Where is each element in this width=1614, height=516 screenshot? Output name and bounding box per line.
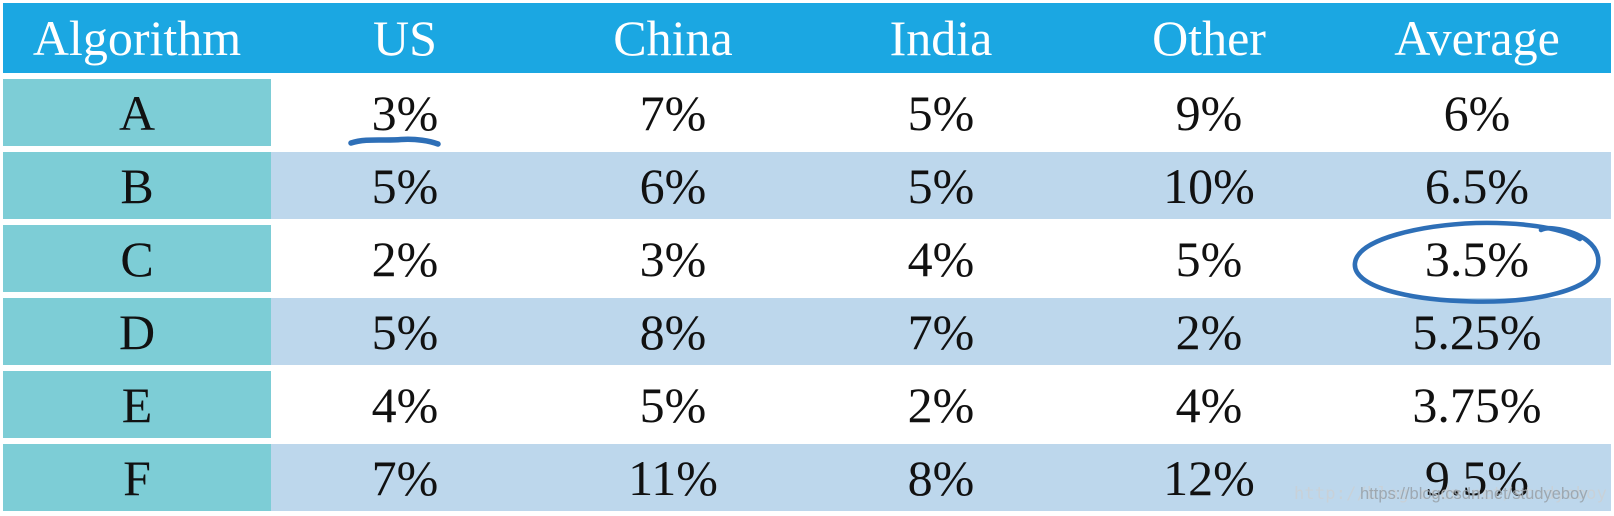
row-label-cell: E (3, 371, 271, 438)
value-cell: 2% (807, 371, 1075, 438)
value-cell: 7% (807, 298, 1075, 365)
table-row: F 7% 11% 8% 12% 9.5% (3, 444, 1611, 511)
value-cell: 2% (1075, 298, 1343, 365)
value-cell: 3% (271, 79, 539, 146)
value-cell: 5% (807, 152, 1075, 219)
table-row: A 3% 7% 5% 9% 6% (3, 79, 1611, 146)
header-cell-algorithm: Algorithm (32, 10, 242, 66)
value-cell: 12% (1075, 444, 1343, 511)
table-row: D 5% 8% 7% 2% 5.25% (3, 298, 1611, 365)
row-label-cell: B (3, 152, 271, 219)
table-header-row: Algorithm US China India Other Average (3, 3, 1611, 73)
value-cell: 9.5% (1343, 444, 1611, 511)
value-cell: 5% (271, 152, 539, 219)
watermark-faint-url: http://blog.csdn.net/studyeboy (1294, 484, 1608, 504)
value-cell: 3% (539, 225, 807, 292)
value-cell-circled: 3.5% (1343, 225, 1611, 292)
value-cell: 4% (271, 371, 539, 438)
value-cell: 8% (807, 444, 1075, 511)
value-cell: 3.75% (1343, 371, 1611, 438)
value-cell: 11% (539, 444, 807, 511)
value-cell: 9% (1075, 79, 1343, 146)
header-cell-average: Average (1394, 10, 1560, 66)
value-cell: 2% (271, 225, 539, 292)
row-label-cell: C (3, 225, 271, 292)
table-row: B 5% 6% 5% 10% 6.5% (3, 152, 1611, 219)
row-label-cell: F (3, 444, 271, 511)
row-label-cell: D (3, 298, 271, 365)
value-cell: 6.5% (1343, 152, 1611, 219)
comparison-table: Algorithm US China India Other Average A… (3, 3, 1611, 511)
value-cell: 5% (539, 371, 807, 438)
table-row: E 4% 5% 2% 4% 3.75% (3, 371, 1611, 438)
value-cell: 10% (1075, 152, 1343, 219)
row-label-cell: A (3, 79, 271, 146)
value-cell: 7% (539, 79, 807, 146)
value-cell: 6% (539, 152, 807, 219)
header-cell-india: India (889, 10, 993, 66)
header-cell-other: Other (1152, 10, 1266, 66)
header-cell-us: US (373, 10, 437, 66)
value-cell: 6% (1343, 79, 1611, 146)
value-cell: 8% (539, 298, 807, 365)
value-cell: 4% (807, 225, 1075, 292)
header-cell-china: China (613, 10, 733, 66)
value-cell: 5% (271, 298, 539, 365)
value-cell: 7% (271, 444, 539, 511)
value-cell: 5.25% (1343, 298, 1611, 365)
table-row: C 2% 3% 4% 5% 3.5% (3, 225, 1611, 292)
watermark-url: https://blog.csdn.net/studyeboy (1360, 485, 1588, 503)
value-cell: 4% (1075, 371, 1343, 438)
value-cell: 5% (1075, 225, 1343, 292)
value-cell: 5% (807, 79, 1075, 146)
